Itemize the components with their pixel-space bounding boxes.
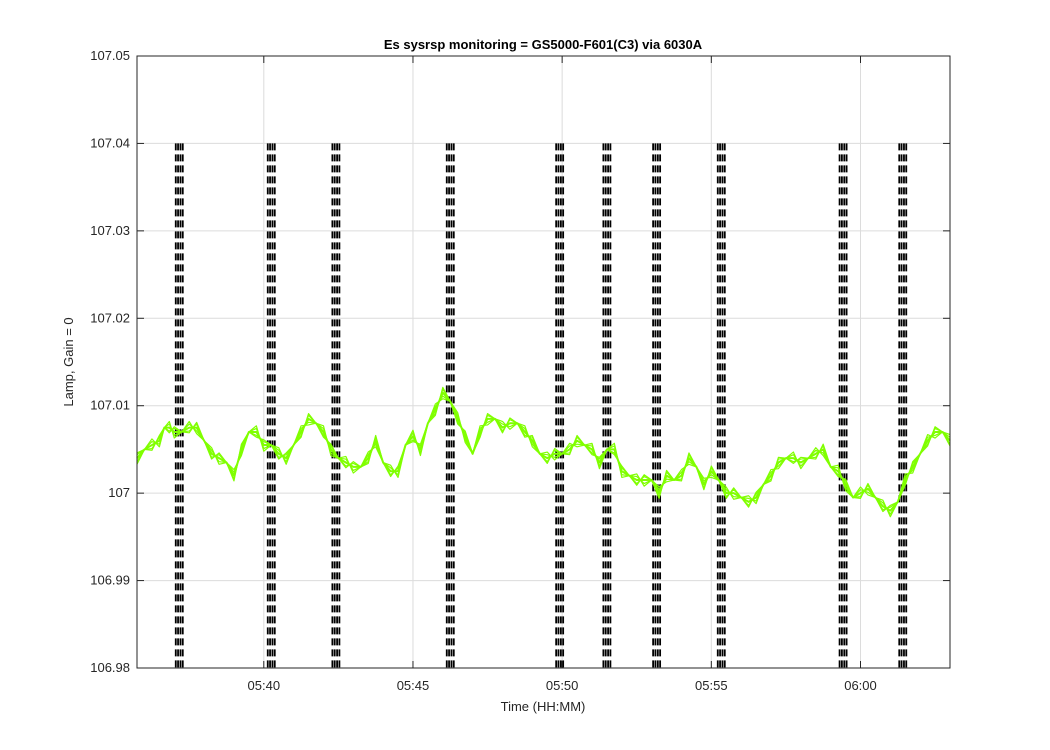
x-axis-label: Time (HH:MM) — [501, 699, 586, 714]
x-tick-label: 06:00 — [844, 678, 877, 693]
x-tick-label: 05:40 — [248, 678, 281, 693]
x-tick-label: 05:50 — [546, 678, 579, 693]
y-tick-label: 107.05 — [90, 48, 130, 63]
plot-frame — [136, 55, 951, 669]
x-tick-label: 05:55 — [695, 678, 728, 693]
plot-area — [137, 56, 950, 668]
axis-ticks: 106.98 106.99 107 107.01 107.02 107.03 107.04 1… — [90, 48, 950, 693]
y-tick-label: 107.03 — [90, 223, 130, 238]
series-layer — [136, 386, 951, 518]
y-tick-label: 107.01 — [90, 398, 130, 413]
y-tick-label: 107.04 — [90, 135, 130, 150]
y-tick-label: 107 — [108, 485, 130, 500]
y-tick-label: 106.98 — [90, 660, 130, 675]
chart-title: Es sysrsp monitoring = GS5000-F601(C3) v… — [384, 37, 703, 52]
x-tick-label: 05:45 — [397, 678, 430, 693]
y-axis-label: Lamp, Gain = 0 — [61, 317, 76, 406]
y-tick-label: 107.02 — [90, 310, 130, 325]
y-tick-label: 106.99 — [90, 573, 130, 588]
series-line — [136, 386, 951, 513]
